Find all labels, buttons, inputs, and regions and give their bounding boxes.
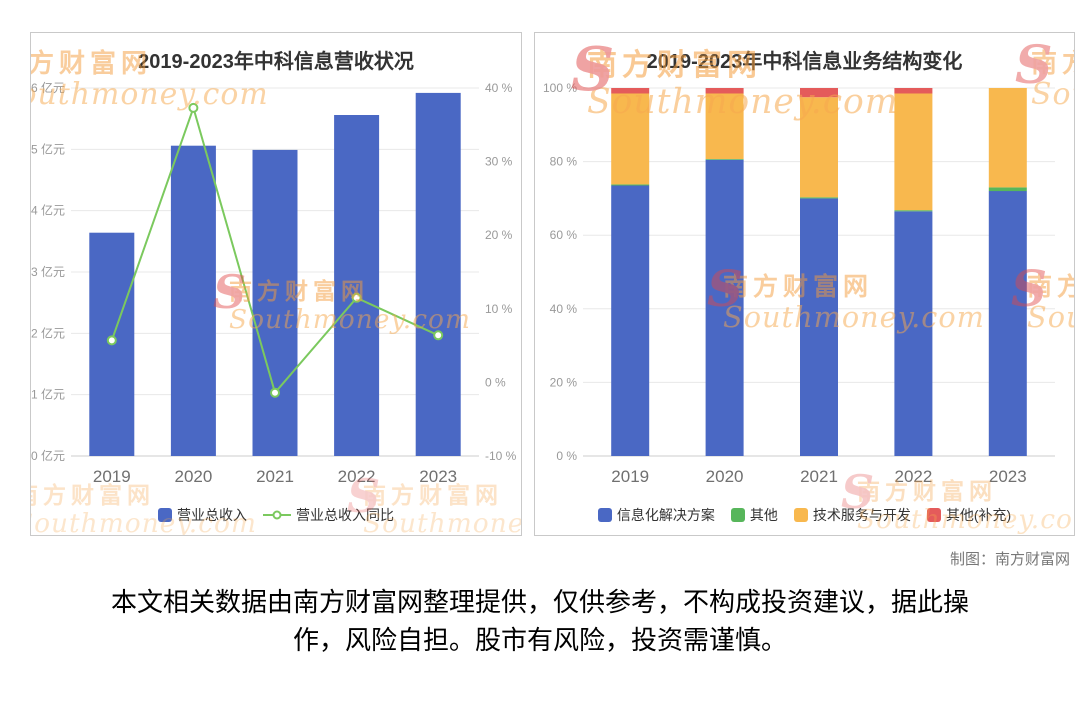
svg-text:2019: 2019: [93, 467, 131, 486]
legend-label: 信息化解决方案: [616, 507, 715, 523]
svg-text:30 %: 30 %: [485, 155, 513, 169]
revenue-chart-legend: 营业总收入 营业总收入同比: [31, 505, 521, 525]
business-structure-chart-title: 2019-2023年中科信息业务结构变化: [646, 51, 963, 73]
svg-text:3 亿元: 3 亿元: [31, 264, 65, 279]
yoy-line-marker-icon: [263, 509, 291, 521]
legend-item-total-revenue: 营业总收入: [158, 505, 247, 525]
series-swatch: [730, 508, 745, 522]
legend-label: 营业总收入: [177, 507, 247, 523]
svg-text:40 %: 40 %: [550, 302, 578, 316]
svg-text:2020: 2020: [174, 467, 212, 486]
legend-item-2: 技术服务与开发: [793, 505, 911, 525]
business-structure-chart-panel: 2019-2023年中科信息业务结构变化 0 % 20 % 40 % 60 % 80 %…: [534, 32, 1075, 536]
legend-item-1: 其他: [730, 505, 778, 525]
revenue-bar-swatch: [158, 508, 172, 522]
svg-text:0 亿元: 0 亿元: [31, 448, 65, 463]
revenue-chart-panel: 2019-2023年中科信息营收状况 0 亿元 1 亿元 2 亿元 3 亿元 4 亿元 5…: [30, 32, 522, 536]
legend-label: 其他: [749, 507, 778, 523]
svg-text:2022: 2022: [894, 467, 932, 486]
svg-text:2023: 2023: [989, 467, 1027, 486]
revenue-bar-line-chart: 0 亿元 1 亿元 2 亿元 3 亿元 4 亿元 5 亿元 6 亿元 -10 % 0 % 10 %…: [31, 80, 517, 486]
svg-text:2021: 2021: [256, 467, 294, 486]
series-swatch: [597, 508, 612, 522]
svg-text:6 亿元: 6 亿元: [31, 80, 65, 95]
series-swatch: [926, 508, 941, 522]
legend-item-3: 其他(补充): [926, 505, 1012, 525]
legend-label: 其他(补充): [945, 507, 1012, 523]
svg-text:20 %: 20 %: [485, 228, 513, 242]
svg-text:1 亿元: 1 亿元: [31, 387, 65, 402]
series-swatch: [793, 508, 808, 522]
svg-text:80 %: 80 %: [550, 155, 578, 169]
svg-text:2023: 2023: [419, 467, 457, 486]
business-structure-stacked-chart: 0 % 20 % 40 % 60 % 80 % 100 % 2019 2020 2021 2022…: [543, 81, 1055, 486]
svg-text:0 %: 0 %: [556, 449, 577, 463]
legend-item-revenue-yoy: 营业总收入同比: [263, 505, 394, 525]
svg-text:2022: 2022: [338, 467, 376, 486]
legend-item-0: 信息化解决方案: [597, 505, 715, 525]
revenue-chart-title: 2019-2023年中科信息营收状况: [138, 51, 414, 73]
disclaimer-text: 本文相关数据由南方财富网整理提供，仅供参考，不构成投资建议，据此操作，风险自担。…: [110, 587, 969, 655]
svg-text:60 %: 60 %: [550, 228, 578, 242]
svg-text:40 %: 40 %: [485, 81, 513, 95]
credit-text: 制图：南方财富网: [949, 551, 1070, 568]
svg-text:4 亿元: 4 亿元: [31, 203, 65, 218]
svg-text:20 %: 20 %: [550, 375, 578, 389]
svg-text:-10 %: -10 %: [485, 449, 517, 463]
svg-text:100 %: 100 %: [543, 81, 577, 95]
svg-text:2 亿元: 2 亿元: [31, 325, 65, 340]
svg-text:5 亿元: 5 亿元: [31, 141, 65, 156]
svg-text:2020: 2020: [706, 467, 744, 486]
svg-text:10 %: 10 %: [485, 302, 513, 316]
svg-text:2019: 2019: [611, 467, 649, 486]
legend-label: 营业总收入同比: [296, 507, 394, 523]
business-structure-chart-legend: 信息化解决方案 其他 技术服务与开发 其他(补充): [535, 505, 1074, 525]
svg-text:2021: 2021: [800, 467, 838, 486]
legend-label: 技术服务与开发: [812, 507, 911, 523]
svg-text:0 %: 0 %: [485, 375, 506, 389]
